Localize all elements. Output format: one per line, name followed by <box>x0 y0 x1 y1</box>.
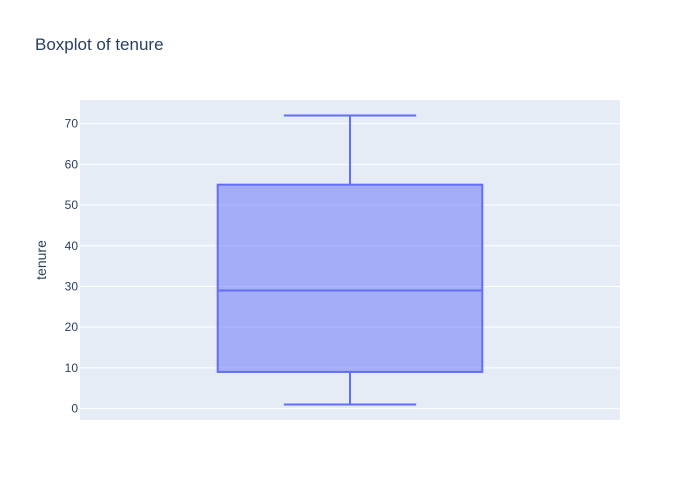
y-tick-label: 20 <box>65 320 79 334</box>
y-tick-label: 0 <box>71 402 78 416</box>
y-axis-label: tenure <box>33 240 49 280</box>
y-tick-label: 60 <box>65 157 79 171</box>
y-tick-label: 40 <box>65 239 79 253</box>
y-axis-ticks: 0 10 20 30 40 50 60 70 <box>65 117 79 416</box>
y-tick-label: 50 <box>65 198 79 212</box>
box-series <box>216 114 484 406</box>
chart-title: Boxplot of tenure <box>35 35 164 54</box>
box <box>216 114 484 406</box>
y-tick-label: 70 <box>65 117 79 131</box>
y-tick-label: 30 <box>65 279 79 293</box>
y-tick-label: 10 <box>65 361 79 375</box>
box-iqr <box>216 183 484 373</box>
